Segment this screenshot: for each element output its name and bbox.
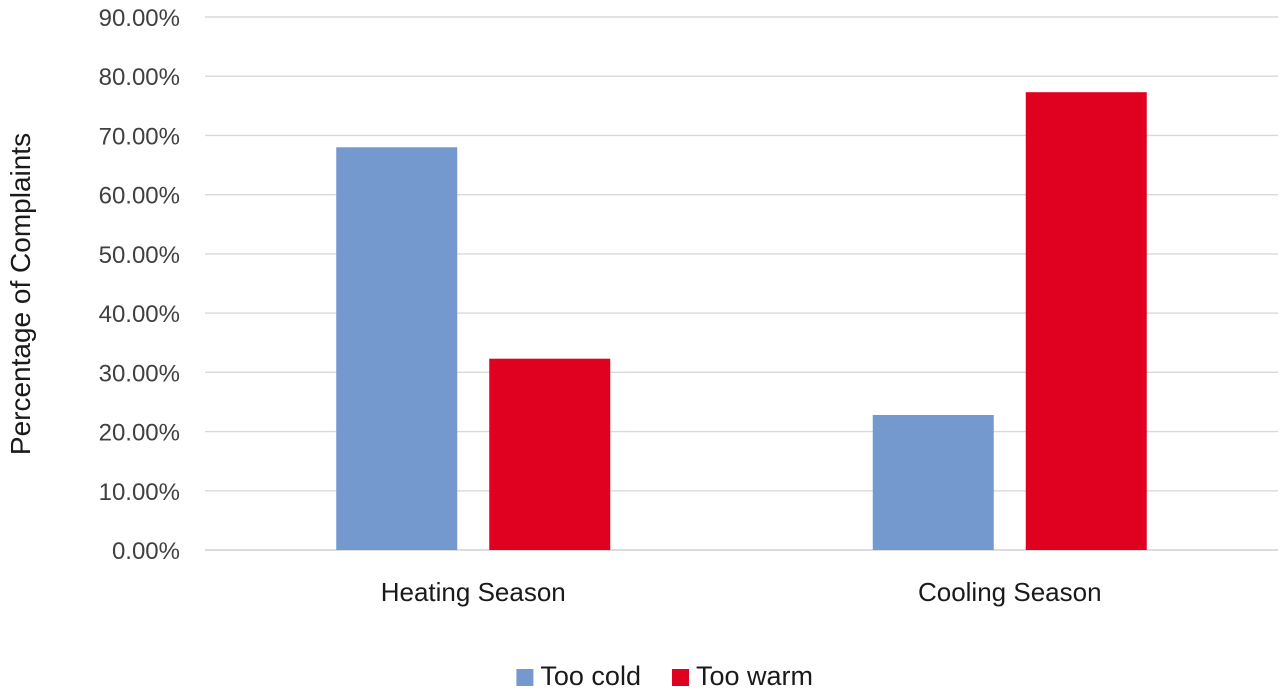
legend-swatch	[672, 669, 689, 686]
legend-swatch	[516, 669, 534, 686]
y-axis-title: Percentage of Complaints	[5, 133, 36, 455]
y-tick-label: 40.00%	[99, 301, 180, 328]
y-tick-label: 20.00%	[99, 420, 180, 447]
bar-too-warm-heating-season	[489, 358, 611, 550]
x-axis-categories: Heating Season Cooling Season	[381, 577, 1102, 607]
y-tick-label: 50.00%	[99, 242, 180, 269]
y-tick-label: 70.00%	[99, 123, 180, 150]
y-tick-label: 90.00%	[99, 5, 180, 32]
x-category-label: Cooling Season	[918, 577, 1102, 607]
y-tick-label: 80.00%	[99, 64, 180, 91]
bars	[336, 92, 1147, 551]
legend-label: Too cold	[540, 661, 641, 691]
y-axis-ticks: 0.00% 10.00% 20.00% 30.00% 40.00% 50.00% 60.00…	[99, 5, 180, 565]
bar-too-cold-cooling-season	[872, 414, 994, 550]
y-tick-label: 10.00%	[99, 479, 180, 506]
y-tick-label: 30.00%	[99, 360, 180, 387]
legend-label: Too warm	[696, 661, 813, 691]
x-category-label: Heating Season	[381, 577, 566, 607]
bar-too-cold-heating-season	[336, 147, 458, 551]
bar-too-warm-cooling-season	[1025, 92, 1147, 550]
y-tick-label: 60.00%	[99, 183, 180, 210]
y-tick-label: 0.00%	[112, 538, 180, 565]
legend: Too cold Too warm	[516, 661, 813, 691]
